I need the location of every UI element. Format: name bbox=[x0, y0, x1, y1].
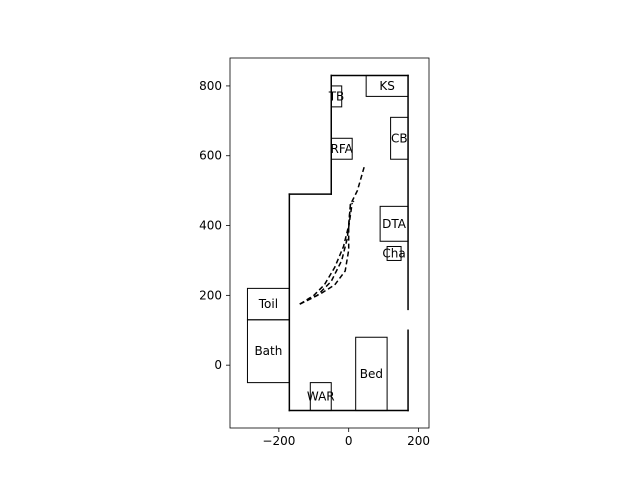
x-tick-label: −200 bbox=[262, 434, 295, 448]
trajectory-line-2 bbox=[299, 202, 353, 305]
axis-ticks: −200 0 200 0 200 400 600 800 bbox=[199, 79, 430, 448]
plot-content: KS TB CB RFA DTA Cha Toil Bath Bed WAR bbox=[246, 74, 409, 412]
furniture-label-tb: TB bbox=[328, 89, 345, 103]
y-tick-label: 600 bbox=[199, 149, 222, 163]
axes-border bbox=[229, 57, 430, 429]
x-tick-label: 200 bbox=[407, 434, 430, 448]
y-tick-label: 200 bbox=[199, 288, 222, 302]
furniture-box-cha bbox=[386, 245, 402, 261]
furniture-label-toil: Toil bbox=[258, 297, 278, 311]
x-tick-label: 0 bbox=[345, 434, 353, 448]
furniture-label-ks: KS bbox=[379, 79, 395, 93]
axes-frame bbox=[229, 57, 430, 429]
y-tick-label: 400 bbox=[199, 219, 222, 233]
y-tick-label: 800 bbox=[199, 79, 222, 93]
furniture-label-bath: Bath bbox=[254, 344, 282, 358]
furniture-label-rfa: RFA bbox=[331, 142, 354, 156]
trajectory-line-3 bbox=[299, 200, 355, 305]
furniture-label-bed: Bed bbox=[360, 367, 383, 381]
furniture-label-war: WAR bbox=[307, 390, 335, 404]
trajectory-line-1 bbox=[299, 165, 366, 305]
furniture-label-cb: CB bbox=[391, 131, 408, 145]
furniture-label-dta: DTA bbox=[382, 217, 407, 231]
furniture-label-cha: Cha bbox=[382, 246, 405, 260]
y-tick-label: 0 bbox=[214, 358, 222, 372]
